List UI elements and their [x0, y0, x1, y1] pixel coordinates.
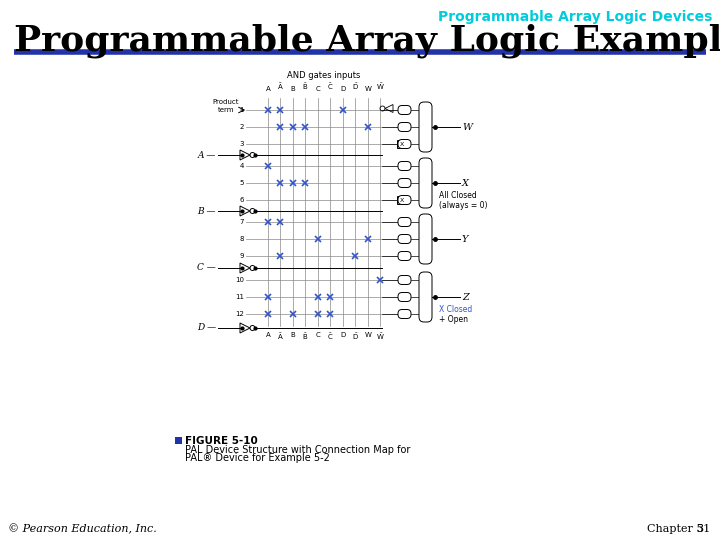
Text: Programmable Array Logic Devices: Programmable Array Logic Devices	[438, 10, 712, 24]
Bar	[175, 437, 182, 444]
Text: 12: 12	[235, 311, 244, 317]
Text: All Closed: All Closed	[439, 192, 477, 200]
Text: 4: 4	[240, 163, 244, 169]
FancyBboxPatch shape	[398, 293, 411, 301]
Text: 6: 6	[240, 197, 244, 203]
FancyBboxPatch shape	[398, 179, 411, 187]
Text: $\bar{\rm W}$: $\bar{\rm W}$	[376, 332, 384, 342]
Text: 7: 7	[240, 219, 244, 225]
Text: Chapter 5: Chapter 5	[647, 524, 703, 534]
Text: W: W	[462, 123, 472, 132]
FancyBboxPatch shape	[398, 161, 411, 171]
FancyBboxPatch shape	[398, 139, 411, 148]
FancyBboxPatch shape	[398, 234, 411, 244]
Text: X Closed: X Closed	[439, 306, 472, 314]
Text: Y: Y	[462, 234, 469, 244]
FancyBboxPatch shape	[398, 309, 411, 319]
Text: D: D	[341, 332, 346, 338]
Text: PAL® Device for Example 5-2: PAL® Device for Example 5-2	[185, 453, 330, 463]
Text: 9: 9	[240, 253, 244, 259]
FancyBboxPatch shape	[398, 218, 411, 226]
FancyBboxPatch shape	[398, 275, 411, 285]
Text: X: X	[462, 179, 469, 187]
FancyBboxPatch shape	[398, 195, 411, 205]
Text: $\bar{\rm D}$: $\bar{\rm D}$	[351, 82, 359, 92]
Text: C —: C —	[197, 264, 216, 273]
Text: + Open: + Open	[439, 314, 468, 323]
Text: A: A	[266, 332, 271, 338]
Text: $\bar{\rm C}$: $\bar{\rm C}$	[327, 332, 333, 342]
Text: $\bar{\rm B}$: $\bar{\rm B}$	[302, 82, 308, 92]
Text: X: X	[400, 141, 404, 146]
Text: term: term	[217, 107, 234, 113]
Text: $\bar{\rm A}$: $\bar{\rm A}$	[276, 332, 284, 342]
Text: Product: Product	[212, 99, 239, 105]
Text: Z: Z	[462, 293, 469, 301]
Text: W: W	[364, 332, 372, 338]
Text: FIGURE 5-10: FIGURE 5-10	[185, 435, 258, 445]
FancyBboxPatch shape	[419, 214, 432, 264]
Text: 3: 3	[240, 141, 244, 147]
Text: 5: 5	[240, 180, 244, 186]
Text: $\bar{\rm W}$: $\bar{\rm W}$	[376, 82, 384, 92]
Text: D —: D —	[197, 323, 216, 333]
Text: B: B	[291, 86, 295, 92]
FancyBboxPatch shape	[398, 123, 411, 132]
Text: 10: 10	[235, 277, 244, 283]
Text: $\bar{\rm B}$: $\bar{\rm B}$	[302, 332, 308, 342]
Text: PAL Device Structure with Connection Map for: PAL Device Structure with Connection Map…	[185, 445, 410, 455]
FancyBboxPatch shape	[419, 102, 432, 152]
FancyBboxPatch shape	[419, 158, 432, 208]
Text: Programmable Array Logic Example: Programmable Array Logic Example	[14, 24, 720, 58]
FancyBboxPatch shape	[398, 105, 411, 114]
Text: 31: 31	[696, 524, 710, 534]
Text: AND gates inputs: AND gates inputs	[287, 71, 361, 80]
Text: W: W	[364, 86, 372, 92]
Text: © Pearson Education, Inc.: © Pearson Education, Inc.	[8, 523, 157, 534]
Text: D: D	[341, 86, 346, 92]
Text: 8: 8	[240, 236, 244, 242]
Text: 11: 11	[235, 294, 244, 300]
Text: (always = 0): (always = 0)	[439, 200, 487, 210]
Text: C: C	[315, 332, 320, 338]
Text: $\bar{\rm C}$: $\bar{\rm C}$	[327, 82, 333, 92]
Text: B —: B —	[197, 206, 216, 215]
Text: $\bar{\rm D}$: $\bar{\rm D}$	[351, 332, 359, 342]
FancyBboxPatch shape	[419, 272, 432, 322]
Bar	[397, 196, 407, 204]
Text: 1: 1	[240, 107, 244, 113]
Text: $\bar{\rm A}$: $\bar{\rm A}$	[276, 82, 284, 92]
Text: C: C	[315, 86, 320, 92]
Text: A: A	[266, 86, 271, 92]
Text: A —: A —	[197, 151, 216, 159]
Bar	[397, 140, 407, 148]
Text: B: B	[291, 332, 295, 338]
Text: 2: 2	[240, 124, 244, 130]
Text: X: X	[400, 198, 404, 202]
FancyBboxPatch shape	[398, 252, 411, 260]
